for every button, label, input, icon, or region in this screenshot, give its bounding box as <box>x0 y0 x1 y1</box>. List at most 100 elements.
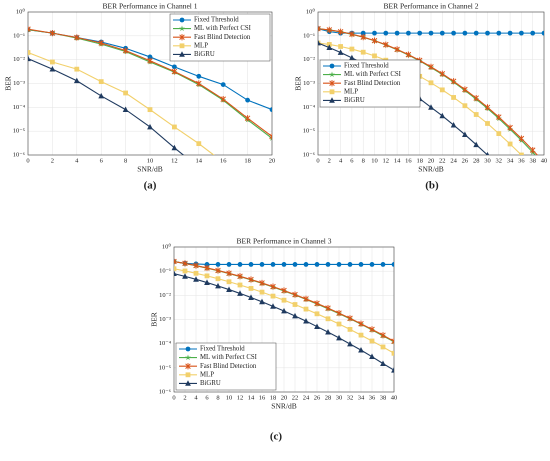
marker <box>372 30 377 36</box>
x-tick-label: 4 <box>75 157 79 164</box>
x-tick-label: 26 <box>314 394 321 401</box>
marker <box>358 262 364 267</box>
marker <box>226 286 232 292</box>
x-tick-label: 12 <box>237 394 244 401</box>
marker <box>49 66 56 72</box>
marker <box>439 30 445 36</box>
marker <box>318 39 321 46</box>
marker <box>147 107 153 113</box>
x-axis-label: SNR/dB <box>137 165 162 174</box>
marker <box>507 141 513 147</box>
marker <box>369 353 375 360</box>
x-tick-label: 12 <box>383 157 390 164</box>
legend-label: MLP <box>344 88 358 95</box>
y-tick-label: 10⁻³ <box>303 80 315 87</box>
marker <box>244 115 251 122</box>
marker <box>530 30 536 36</box>
marker <box>380 344 386 350</box>
marker <box>50 59 55 65</box>
marker <box>349 46 355 52</box>
marker <box>439 112 446 119</box>
marker <box>541 30 544 36</box>
marker <box>394 46 400 53</box>
marker <box>473 94 479 102</box>
marker <box>496 30 502 36</box>
legend-marker <box>329 71 335 78</box>
x-tick-label: 20 <box>269 157 276 164</box>
x-tick-label: 28 <box>325 394 332 401</box>
marker <box>439 70 446 77</box>
marker <box>259 298 265 305</box>
marker <box>196 80 202 87</box>
marker <box>193 270 199 276</box>
y-tick-label: 10⁻⁴ <box>303 104 316 111</box>
legend-label: Fixed Threshold <box>194 17 239 24</box>
marker <box>281 262 287 267</box>
caption: (a) <box>144 180 157 192</box>
x-tick-label: 16 <box>259 394 266 401</box>
x-tick-label: 10 <box>226 394 233 401</box>
marker <box>428 63 434 70</box>
y-tick-label: 10⁻⁴ <box>13 104 26 111</box>
x-tick-label: 30 <box>336 394 343 401</box>
marker <box>74 66 80 72</box>
legend-label: BiGRU <box>200 380 221 387</box>
marker <box>226 262 232 267</box>
marker <box>215 282 221 289</box>
y-tick-label: 10⁻³ <box>13 80 25 87</box>
marker <box>226 279 232 285</box>
marker <box>245 97 251 103</box>
x-tick-label: 6 <box>205 394 209 401</box>
marker <box>383 41 389 48</box>
legend-marker <box>185 380 191 386</box>
x-tick-label: 6 <box>350 157 354 164</box>
marker <box>485 30 490 36</box>
y-tick-label: 10⁻² <box>13 56 25 63</box>
marker <box>172 64 177 70</box>
marker <box>237 273 243 280</box>
x-tick-label: 32 <box>496 157 503 164</box>
y-axis-label: BER <box>4 76 13 91</box>
marker <box>270 293 276 299</box>
plot <box>28 26 272 155</box>
marker <box>215 267 221 274</box>
marker <box>391 338 394 345</box>
marker <box>174 266 177 272</box>
marker <box>349 31 355 38</box>
marker <box>358 320 364 327</box>
marker <box>450 121 457 128</box>
marker <box>462 30 468 36</box>
marker <box>174 258 177 265</box>
legend-marker <box>179 43 185 49</box>
x-tick-label: 20 <box>281 394 288 401</box>
marker <box>292 312 298 319</box>
x-tick-label: 10 <box>147 157 154 164</box>
y-tick-label: 10⁻⁵ <box>303 128 315 135</box>
marker <box>196 141 202 147</box>
legend-marker <box>179 17 185 23</box>
marker <box>369 262 375 267</box>
marker <box>394 30 400 36</box>
x-tick-label: 34 <box>358 394 365 401</box>
series-line <box>28 58 185 155</box>
x-tick-label: 0 <box>26 157 29 164</box>
marker <box>172 124 177 130</box>
marker <box>204 273 210 279</box>
y-axis-label: BER <box>294 76 303 91</box>
marker <box>73 77 80 84</box>
plot <box>174 258 394 373</box>
marker <box>371 37 378 44</box>
marker <box>347 326 353 332</box>
marker <box>496 131 502 137</box>
marker <box>360 30 366 36</box>
x-tick-label: 2 <box>328 157 331 164</box>
marker <box>507 124 513 131</box>
x-tick-label: 14 <box>394 157 401 164</box>
marker <box>462 86 468 93</box>
marker <box>220 82 226 87</box>
